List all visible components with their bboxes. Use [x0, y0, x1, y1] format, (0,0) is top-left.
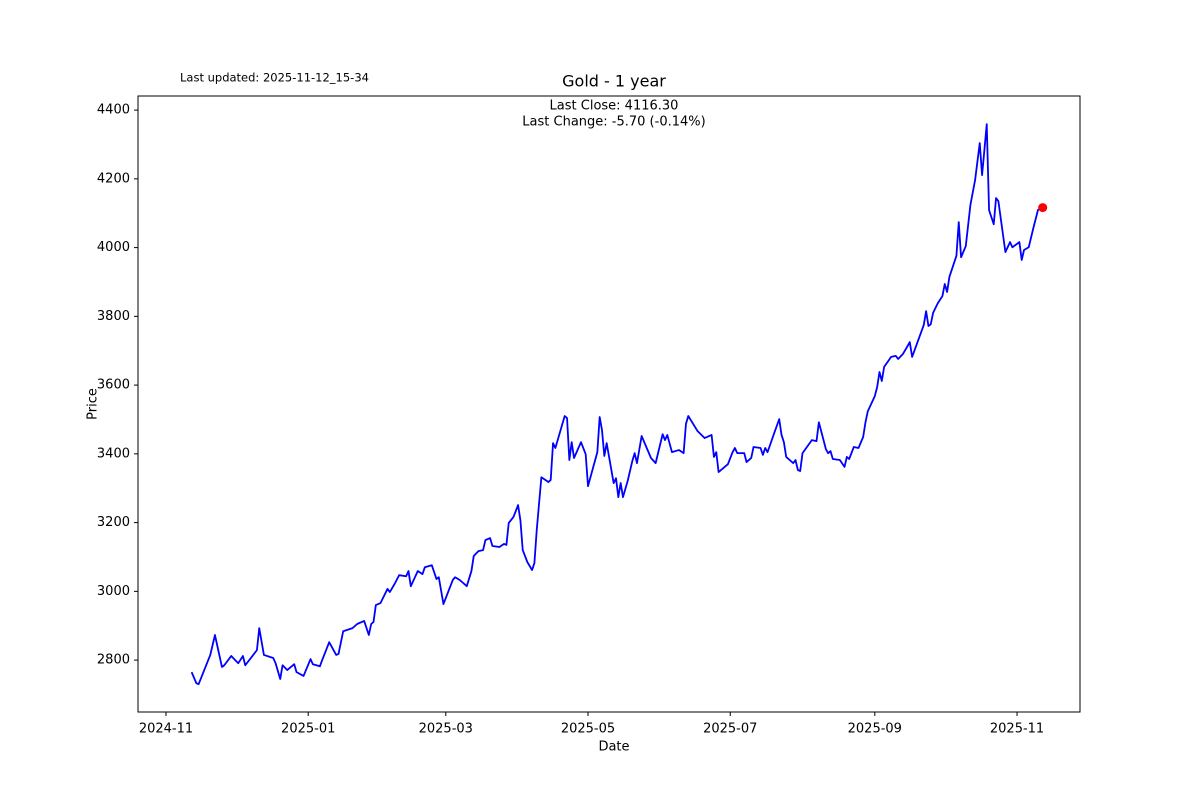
- y-tick-label: 4400: [97, 103, 130, 118]
- x-tick-label: 2025-11: [990, 722, 1044, 737]
- y-tick-label: 3200: [97, 515, 130, 530]
- last-close-marker: [1038, 203, 1048, 213]
- y-axis-label: Price: [86, 388, 101, 420]
- axes-frame: [137, 95, 1081, 713]
- y-tick-label: 2800: [97, 653, 130, 668]
- last-updated: Last updated: 2025-11-12_15-34: [180, 71, 369, 85]
- x-tick-label: 2025-05: [561, 722, 615, 737]
- price-line: [190, 123, 1044, 686]
- x-axis-label: Date: [598, 740, 629, 755]
- chart-title: Gold - 1 year: [562, 72, 666, 91]
- y-tick-label: 4200: [97, 171, 130, 186]
- y-tick-label: 3400: [97, 446, 130, 461]
- x-tick-label: 2025-07: [703, 722, 757, 737]
- annotation: Last Close: 4116.30: [550, 99, 679, 114]
- y-tick-label: 3600: [97, 378, 130, 393]
- x-tick-label: 2025-03: [419, 722, 473, 737]
- y-tick-label: 3000: [97, 584, 130, 599]
- annotation: Last Change: -5.70 (-0.14%): [522, 115, 705, 130]
- x-tick-label: 2025-01: [281, 722, 335, 737]
- x-tick-label: 2025-09: [848, 722, 902, 737]
- y-tick-label: 3800: [97, 309, 130, 324]
- x-tick-label: 2024-11: [139, 722, 193, 737]
- y-tick-label: 4000: [97, 240, 130, 255]
